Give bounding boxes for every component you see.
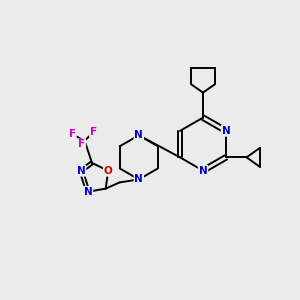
Text: N: N — [134, 130, 143, 140]
Text: N: N — [77, 166, 85, 176]
Text: O: O — [104, 166, 112, 176]
Text: N: N — [134, 174, 143, 184]
Text: F: F — [90, 127, 97, 137]
Text: N: N — [199, 166, 207, 176]
Text: N: N — [222, 126, 230, 136]
Text: F: F — [78, 139, 85, 149]
Text: F: F — [69, 129, 76, 139]
Text: N: N — [84, 187, 92, 197]
